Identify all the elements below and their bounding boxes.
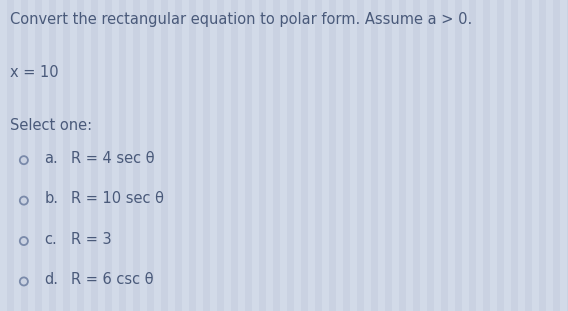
Text: R = 10 sec θ: R = 10 sec θ: [71, 191, 164, 206]
Text: b.: b.: [44, 191, 59, 206]
Text: Convert the rectangular equation to polar form. Assume a > 0.: Convert the rectangular equation to pola…: [10, 12, 473, 27]
Text: R = 4 sec θ: R = 4 sec θ: [71, 151, 154, 166]
Text: R = 6 csc θ: R = 6 csc θ: [71, 272, 153, 287]
Text: a.: a.: [44, 151, 58, 166]
Text: d.: d.: [44, 272, 59, 287]
Text: c.: c.: [44, 232, 57, 247]
Text: R = 3: R = 3: [71, 232, 112, 247]
Text: x = 10: x = 10: [10, 65, 59, 80]
Text: Select one:: Select one:: [10, 118, 93, 133]
